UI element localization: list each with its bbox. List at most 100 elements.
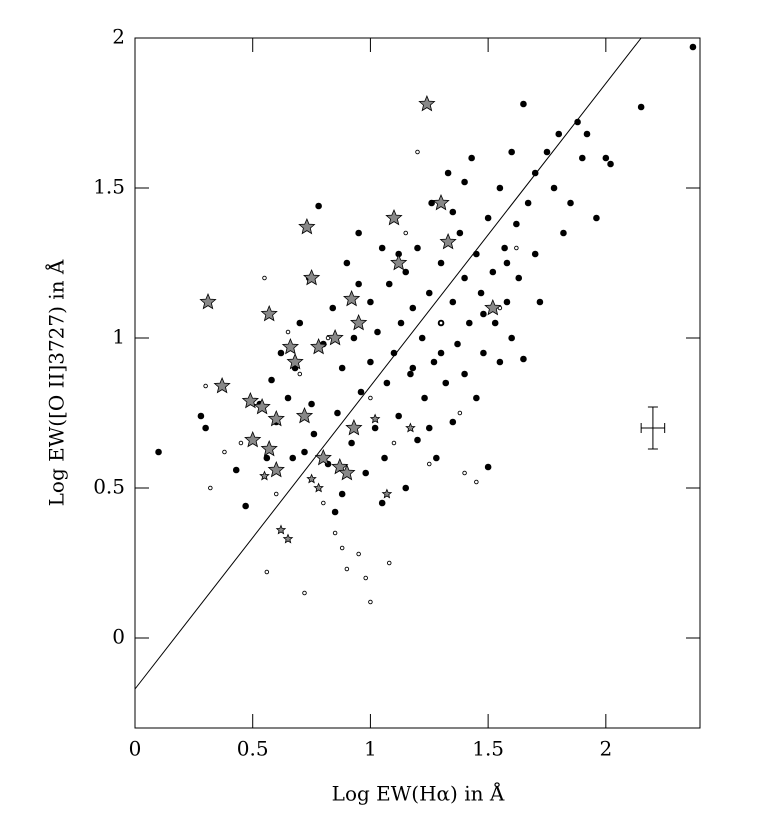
point xyxy=(415,149,420,155)
star-point xyxy=(345,418,363,436)
star-point xyxy=(267,460,285,478)
point xyxy=(503,259,511,267)
x-tick-label: 2 xyxy=(599,737,612,761)
point xyxy=(501,244,508,252)
point xyxy=(343,259,351,267)
point xyxy=(513,220,520,228)
point xyxy=(268,376,275,384)
star-point xyxy=(306,473,317,484)
point xyxy=(262,275,267,281)
point xyxy=(302,590,307,596)
point xyxy=(395,250,402,258)
point xyxy=(602,154,610,162)
point xyxy=(202,424,209,432)
point xyxy=(593,214,600,222)
star-point xyxy=(343,289,361,307)
point xyxy=(461,370,468,378)
y-tick-label: 0.5 xyxy=(93,475,125,499)
point xyxy=(607,160,614,168)
point xyxy=(480,349,487,357)
point xyxy=(449,418,457,426)
point xyxy=(414,436,421,444)
point xyxy=(284,394,292,402)
point xyxy=(491,319,499,327)
point xyxy=(578,154,586,162)
point xyxy=(637,103,645,111)
point xyxy=(374,328,381,336)
point xyxy=(465,319,473,327)
point xyxy=(496,358,504,366)
point xyxy=(550,184,558,192)
star-point xyxy=(484,298,502,316)
point xyxy=(520,355,527,363)
y-tick-label: 0 xyxy=(112,625,125,649)
y-tick-label: 2 xyxy=(112,25,125,49)
point xyxy=(473,250,480,258)
point xyxy=(514,245,519,251)
star-point xyxy=(439,232,457,250)
point xyxy=(222,449,227,455)
point xyxy=(473,394,480,402)
star-point xyxy=(282,533,294,544)
point xyxy=(363,575,368,581)
point xyxy=(583,130,591,138)
point xyxy=(421,394,428,402)
star-point xyxy=(213,376,231,394)
point xyxy=(310,430,318,438)
star-point xyxy=(385,208,403,226)
point xyxy=(339,545,345,551)
fit-line xyxy=(134,37,642,690)
star-point xyxy=(199,292,217,310)
star-point xyxy=(241,391,259,409)
point xyxy=(381,454,388,462)
point xyxy=(378,499,386,507)
point xyxy=(155,448,162,456)
point xyxy=(454,340,461,348)
point xyxy=(543,148,551,156)
point xyxy=(480,310,487,318)
point xyxy=(461,274,468,282)
y-axis-label: Log EW([O II]3727) in Å xyxy=(44,259,69,506)
point xyxy=(390,349,398,357)
point xyxy=(689,43,697,51)
star-point xyxy=(314,448,332,466)
y-tick-label: 1.5 xyxy=(93,175,125,199)
point xyxy=(449,298,457,306)
point xyxy=(409,364,417,372)
star-point xyxy=(298,217,316,235)
star-point xyxy=(369,413,381,424)
x-tick-label: 1.5 xyxy=(472,737,504,761)
point xyxy=(531,250,539,258)
point xyxy=(232,466,240,474)
point xyxy=(444,169,452,177)
point xyxy=(367,358,374,366)
point xyxy=(503,298,511,306)
point xyxy=(442,379,450,387)
star-point xyxy=(338,463,356,481)
point xyxy=(338,490,346,498)
star-point xyxy=(281,337,299,355)
point xyxy=(197,412,205,420)
point xyxy=(524,199,532,207)
point xyxy=(385,280,393,288)
point xyxy=(315,202,322,210)
point xyxy=(462,470,467,476)
point xyxy=(484,214,492,222)
point xyxy=(531,169,539,177)
star-point xyxy=(253,397,271,415)
point xyxy=(496,184,504,192)
point xyxy=(425,424,433,432)
star-point xyxy=(350,313,368,331)
point xyxy=(468,154,475,162)
point xyxy=(437,349,445,357)
point xyxy=(362,469,370,477)
point xyxy=(403,230,408,236)
point xyxy=(414,244,421,252)
point xyxy=(489,268,497,276)
star-point xyxy=(244,430,262,448)
point xyxy=(208,485,213,491)
point xyxy=(428,199,435,207)
point xyxy=(367,298,374,306)
x-axis-label: Log EW(Hα) in Å xyxy=(332,781,505,806)
point xyxy=(289,454,297,462)
